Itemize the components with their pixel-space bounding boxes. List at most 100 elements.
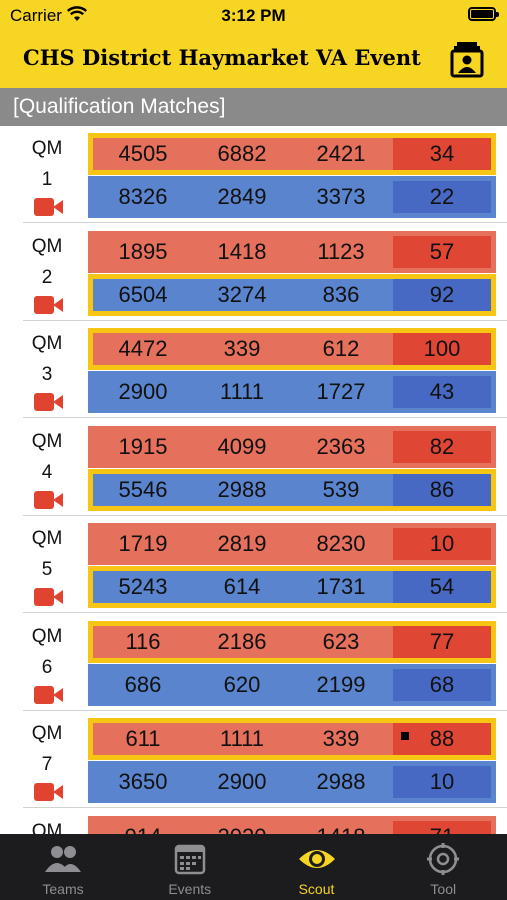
- team-number[interactable]: 1111: [219, 379, 265, 404]
- team-number[interactable]: 5243: [118, 574, 168, 599]
- red-alliance[interactable]: 4505 6882 2421 34: [88, 133, 496, 175]
- team-number[interactable]: 3274: [217, 281, 267, 307]
- tab-teams[interactable]: Teams: [0, 834, 126, 900]
- team-number[interactable]: 2363: [316, 433, 366, 459]
- alliance-score: 34: [393, 138, 491, 170]
- match-list[interactable]: QM 1 4505 6882 2421 34 8326 2849 3373 22 QM 2 1895 14…: [0, 126, 507, 834]
- team-number[interactable]: 914: [93, 816, 193, 835]
- team-number[interactable]: 1111: [219, 726, 265, 751]
- team-number[interactable]: 1719: [118, 531, 168, 556]
- team-number[interactable]: 3373: [316, 184, 366, 209]
- match-row[interactable]: QM89142020141871: [0, 809, 507, 835]
- tab-events[interactable]: Events: [127, 834, 253, 900]
- team-number[interactable]: 339: [223, 336, 261, 361]
- team-number[interactable]: 1915: [118, 433, 168, 459]
- video-camera-icon[interactable]: [34, 392, 64, 412]
- eye-icon: [298, 850, 335, 868]
- match-row[interactable]: QM 3 4472 339 612 100 2900 1111 1727 43: [0, 321, 507, 418]
- blue-alliance[interactable]: 3650 2900 2988 10: [88, 761, 496, 803]
- match-row[interactable]: QM 6 116 2186 623 77 686 620 2199 68: [0, 614, 507, 711]
- team-number[interactable]: 6882: [217, 141, 267, 166]
- team-number[interactable]: 8326: [118, 184, 168, 209]
- team-number[interactable]: 1895: [118, 238, 168, 264]
- match-label: QM: [31, 235, 63, 257]
- red-alliance[interactable]: 9142020141871: [88, 815, 496, 835]
- team-number[interactable]: 2186: [217, 628, 267, 654]
- carrier-label: Carrier: [10, 6, 62, 25]
- team-number[interactable]: 5546: [118, 476, 168, 502]
- red-alliance[interactable]: 611 1111 339 88: [88, 718, 496, 760]
- match-label: QM: [31, 138, 63, 159]
- team-number[interactable]: 2020: [192, 816, 292, 835]
- blue-alliance[interactable]: 5243 614 1731 54: [88, 566, 496, 608]
- match-number: 2: [41, 266, 53, 288]
- alliance-score: 43: [393, 376, 491, 408]
- blue-alliance[interactable]: 2900 1111 1727 43: [88, 371, 496, 413]
- team-number[interactable]: 2421: [316, 141, 366, 166]
- blue-alliance[interactable]: 686 620 2199 68: [88, 663, 496, 706]
- match-row[interactable]: QM 5 1719 2819 8230 10 5243 614 1731 54: [0, 516, 507, 613]
- row-separator: [23, 807, 507, 808]
- blue-alliance[interactable]: 5546 2988 539 86: [88, 468, 496, 511]
- team-number[interactable]: 4472: [118, 336, 168, 361]
- contacts-book-icon[interactable]: [446, 40, 488, 80]
- team-number[interactable]: 3650: [118, 769, 168, 794]
- team-number[interactable]: 623: [322, 628, 360, 654]
- team-number[interactable]: 1123: [317, 238, 365, 264]
- video-camera-icon[interactable]: [34, 685, 64, 705]
- blue-alliance[interactable]: 8326 2849 3373 22: [88, 176, 496, 218]
- team-number[interactable]: 6504: [118, 281, 168, 307]
- red-alliance[interactable]: 4472 339 612 100: [88, 328, 496, 370]
- blue-alliance[interactable]: 6504 3274 836 92: [88, 273, 496, 316]
- red-alliance[interactable]: 1915 4099 2363 82: [88, 425, 496, 468]
- team-number[interactable]: 614: [223, 574, 261, 599]
- red-alliance[interactable]: 116 2186 623 77: [88, 620, 496, 663]
- team-number[interactable]: 2849: [217, 184, 267, 209]
- team-number[interactable]: 4099: [217, 433, 267, 459]
- alliance-score: 54: [393, 571, 491, 603]
- calendar-icon: [174, 844, 205, 875]
- team-number[interactable]: 836: [322, 281, 360, 307]
- tab-label: Scout: [298, 881, 335, 897]
- team-number[interactable]: 611: [125, 726, 161, 751]
- team-number[interactable]: 339: [322, 726, 360, 751]
- tab-scout[interactable]: Scout: [254, 834, 380, 900]
- team-number[interactable]: 2988: [217, 476, 267, 502]
- video-camera-icon[interactable]: [34, 197, 64, 217]
- video-camera-icon[interactable]: [34, 587, 64, 607]
- team-number[interactable]: 2819: [217, 531, 267, 556]
- tab-tool[interactable]: Tool: [380, 834, 506, 900]
- team-number[interactable]: 2900: [118, 379, 168, 404]
- red-alliance[interactable]: 1719 2819 8230 10: [88, 523, 496, 565]
- team-number[interactable]: 4505: [118, 141, 168, 166]
- alliance-score: 68: [393, 668, 491, 701]
- alliance-score: 57: [393, 235, 491, 268]
- team-number[interactable]: 1418: [291, 816, 391, 835]
- team-number[interactable]: 2988: [316, 769, 366, 794]
- video-camera-icon[interactable]: [34, 295, 64, 315]
- team-number[interactable]: 686: [124, 671, 162, 697]
- team-number[interactable]: 612: [322, 336, 360, 361]
- team-number[interactable]: 539: [322, 476, 360, 502]
- team-number[interactable]: 620: [223, 671, 261, 697]
- row-separator: [23, 319, 507, 321]
- alliance-score: 100: [393, 333, 491, 365]
- alliance-score: 22: [393, 181, 491, 213]
- tab-label: Tool: [430, 881, 457, 897]
- red-alliance[interactable]: 1895 1418 1123 57: [88, 230, 496, 273]
- team-number[interactable]: 116: [125, 628, 161, 654]
- video-camera-icon[interactable]: [34, 490, 64, 510]
- section-header: [Qualification Matches]: [0, 88, 507, 126]
- team-number[interactable]: 2199: [316, 671, 366, 697]
- team-number[interactable]: 1727: [316, 379, 366, 404]
- match-row[interactable]: QM 7 611 1111 339 88 3650 2900 2988 10: [0, 711, 507, 808]
- team-number[interactable]: 1731: [316, 574, 366, 599]
- team-number[interactable]: 1418: [217, 238, 267, 264]
- match-number: 3: [41, 364, 53, 385]
- team-number[interactable]: 8230: [316, 531, 366, 556]
- team-number[interactable]: 2900: [217, 769, 267, 794]
- match-row[interactable]: QM 2 1895 1418 1123 57 6504 3274 836 92: [0, 224, 507, 321]
- match-row[interactable]: QM 4 1915 4099 2363 82 5546 2988 539 86: [0, 419, 507, 516]
- video-camera-icon[interactable]: [34, 782, 64, 802]
- match-row[interactable]: QM 1 4505 6882 2421 34 8326 2849 3373 22: [0, 126, 507, 223]
